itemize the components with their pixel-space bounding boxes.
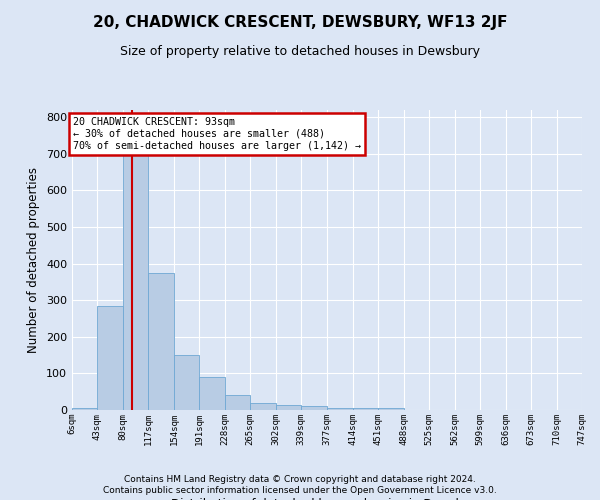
Bar xyxy=(353,408,378,410)
Text: 20, CHADWICK CRESCENT, DEWSBURY, WF13 2JF: 20, CHADWICK CRESCENT, DEWSBURY, WF13 2J… xyxy=(93,15,507,30)
Bar xyxy=(378,408,404,410)
Bar xyxy=(225,396,250,410)
Bar xyxy=(97,306,123,410)
Bar xyxy=(72,408,97,410)
Text: Contains HM Land Registry data © Crown copyright and database right 2024.: Contains HM Land Registry data © Crown c… xyxy=(124,475,476,484)
Text: Contains public sector information licensed under the Open Government Licence v3: Contains public sector information licen… xyxy=(103,486,497,495)
Y-axis label: Number of detached properties: Number of detached properties xyxy=(28,167,40,353)
Bar xyxy=(328,408,353,410)
Bar xyxy=(250,402,276,410)
Bar xyxy=(123,136,148,410)
Text: Size of property relative to detached houses in Dewsbury: Size of property relative to detached ho… xyxy=(120,45,480,58)
Bar xyxy=(199,377,225,410)
Bar xyxy=(276,404,301,410)
Bar xyxy=(174,355,199,410)
X-axis label: Distribution of detached houses by size in Dewsbury: Distribution of detached houses by size … xyxy=(171,498,483,500)
Text: 20 CHADWICK CRESCENT: 93sqm
← 30% of detached houses are smaller (488)
70% of se: 20 CHADWICK CRESCENT: 93sqm ← 30% of det… xyxy=(73,118,361,150)
Bar xyxy=(148,273,174,410)
Bar xyxy=(301,406,326,410)
